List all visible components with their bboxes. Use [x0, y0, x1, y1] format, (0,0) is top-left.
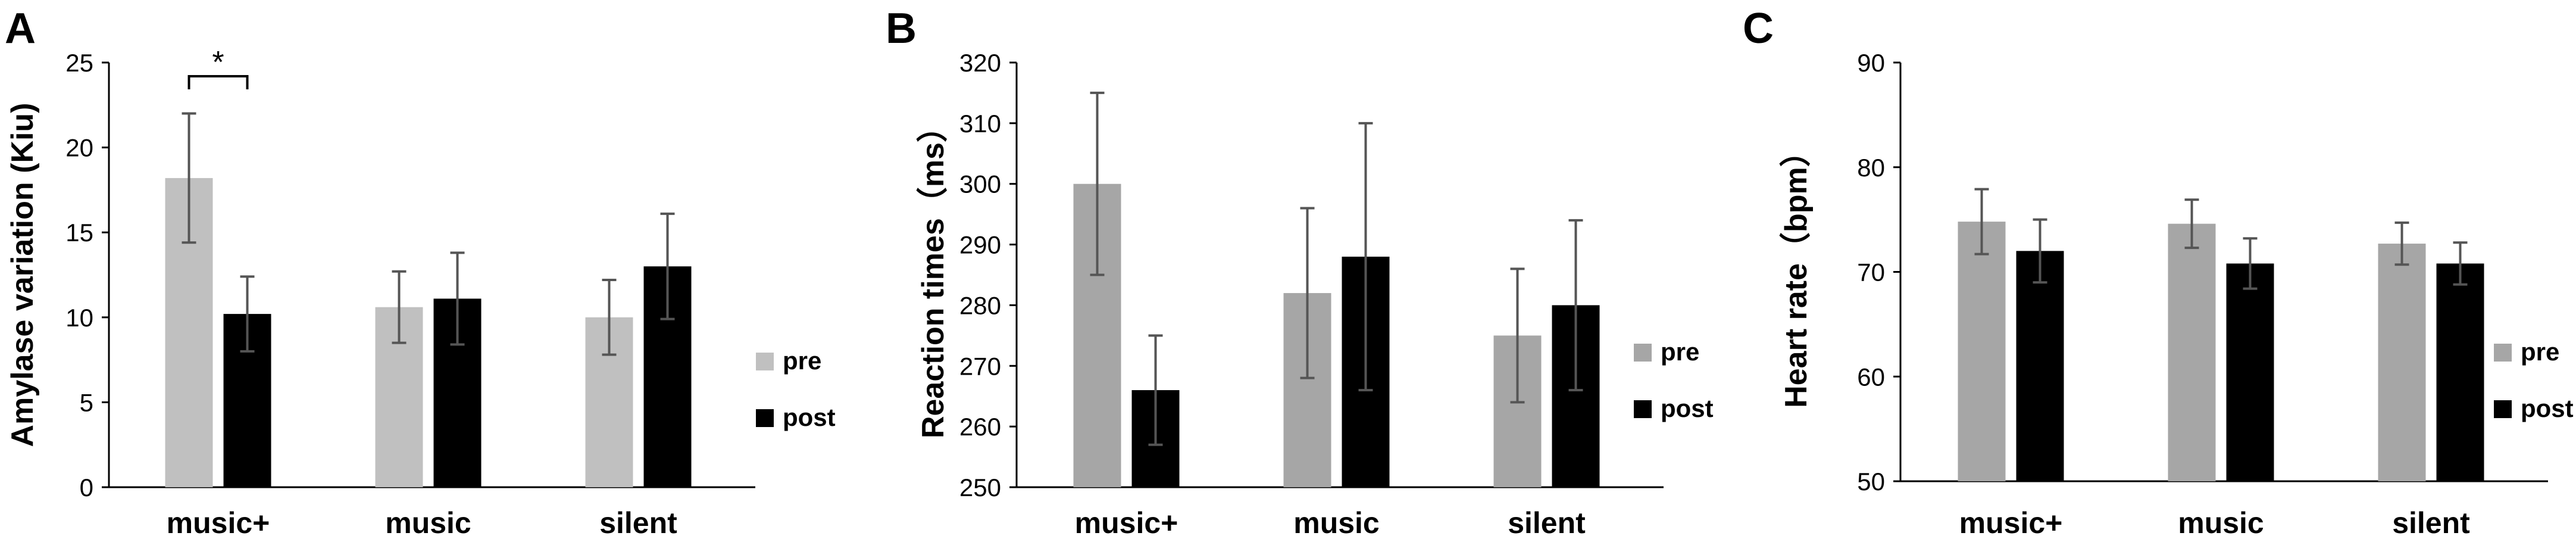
y-tick-label: 25	[65, 49, 93, 77]
legend-label-pre: pre	[2521, 338, 2559, 366]
y-tick-label: 270	[959, 352, 1001, 380]
y-tick-label: 250	[959, 474, 1001, 501]
x-tick-label: music+	[1959, 506, 2063, 540]
significance-marker: *	[212, 45, 224, 80]
y-tick-label: 20	[65, 134, 93, 162]
legend-label-post: post	[2521, 394, 2574, 422]
y-axis-label: Amylase variation (Kiu)	[5, 103, 40, 447]
bar-post-0	[2016, 251, 2064, 481]
y-axis-label: Heart rate（bpm）	[1779, 136, 1814, 408]
bar-pre-2	[2378, 244, 2426, 481]
legend-label-pre: pre	[783, 347, 821, 375]
x-tick-label: silent	[1508, 506, 1586, 540]
panel-letter: C	[1743, 5, 1774, 52]
legend-label-post: post	[1661, 394, 1714, 422]
y-tick-label: 320	[959, 49, 1001, 77]
y-tick-label: 310	[959, 110, 1001, 138]
x-tick-label: music	[385, 506, 471, 540]
panel-a: A 0 5 10 15 20 25 Amylase variation (Kiu) music+…	[5, 5, 836, 540]
legend-swatch-post	[756, 409, 774, 427]
legend-swatch-post	[2494, 400, 2512, 418]
bar-post-2	[2436, 263, 2484, 481]
significance-bracket	[187, 75, 249, 89]
panel-c: C 50 60 70 80 90 Heart rate（bpm） music+ music sil…	[1743, 5, 2574, 540]
legend-swatch-pre	[1634, 344, 1652, 362]
y-tick-label: 10	[65, 304, 93, 332]
legend-swatch-post	[1634, 400, 1652, 418]
panel-b: B 250 260 270 280 290 300 310 320 Reaction times（…	[886, 5, 1714, 540]
y-tick-label: 260	[959, 413, 1001, 441]
y-tick-label: 50	[1857, 468, 1885, 496]
y-tick-label: 60	[1857, 363, 1885, 391]
y-tick-label: 70	[1857, 258, 1885, 286]
legend-label-pre: pre	[1661, 338, 1699, 366]
legend-label-post: post	[783, 403, 836, 431]
bar-post-1	[2226, 263, 2274, 481]
y-tick-label: 80	[1857, 154, 1885, 182]
x-tick-label: silent	[2392, 506, 2470, 540]
y-tick-label: 90	[1857, 49, 1885, 77]
y-tick-label: 0	[80, 474, 93, 501]
x-tick-label: music	[2178, 506, 2264, 540]
panel-letter: B	[886, 5, 917, 52]
x-tick-label: silent	[599, 506, 677, 540]
y-tick-label: 300	[959, 170, 1001, 198]
legend-swatch-pre	[756, 353, 774, 370]
panel-letter: A	[5, 5, 36, 52]
bar-pre-1	[2168, 223, 2216, 481]
legend-swatch-pre	[2494, 344, 2512, 362]
y-tick-label: 5	[80, 388, 93, 416]
x-tick-label: music	[1293, 506, 1380, 540]
y-tick-label: 15	[65, 219, 93, 247]
y-tick-label: 290	[959, 231, 1001, 259]
y-tick-label: 280	[959, 291, 1001, 319]
y-axis-label: Reaction times（ms）	[916, 111, 951, 438]
x-tick-label: music+	[167, 506, 270, 540]
x-tick-label: music+	[1075, 506, 1178, 540]
bar-pre-0	[1958, 222, 2006, 481]
